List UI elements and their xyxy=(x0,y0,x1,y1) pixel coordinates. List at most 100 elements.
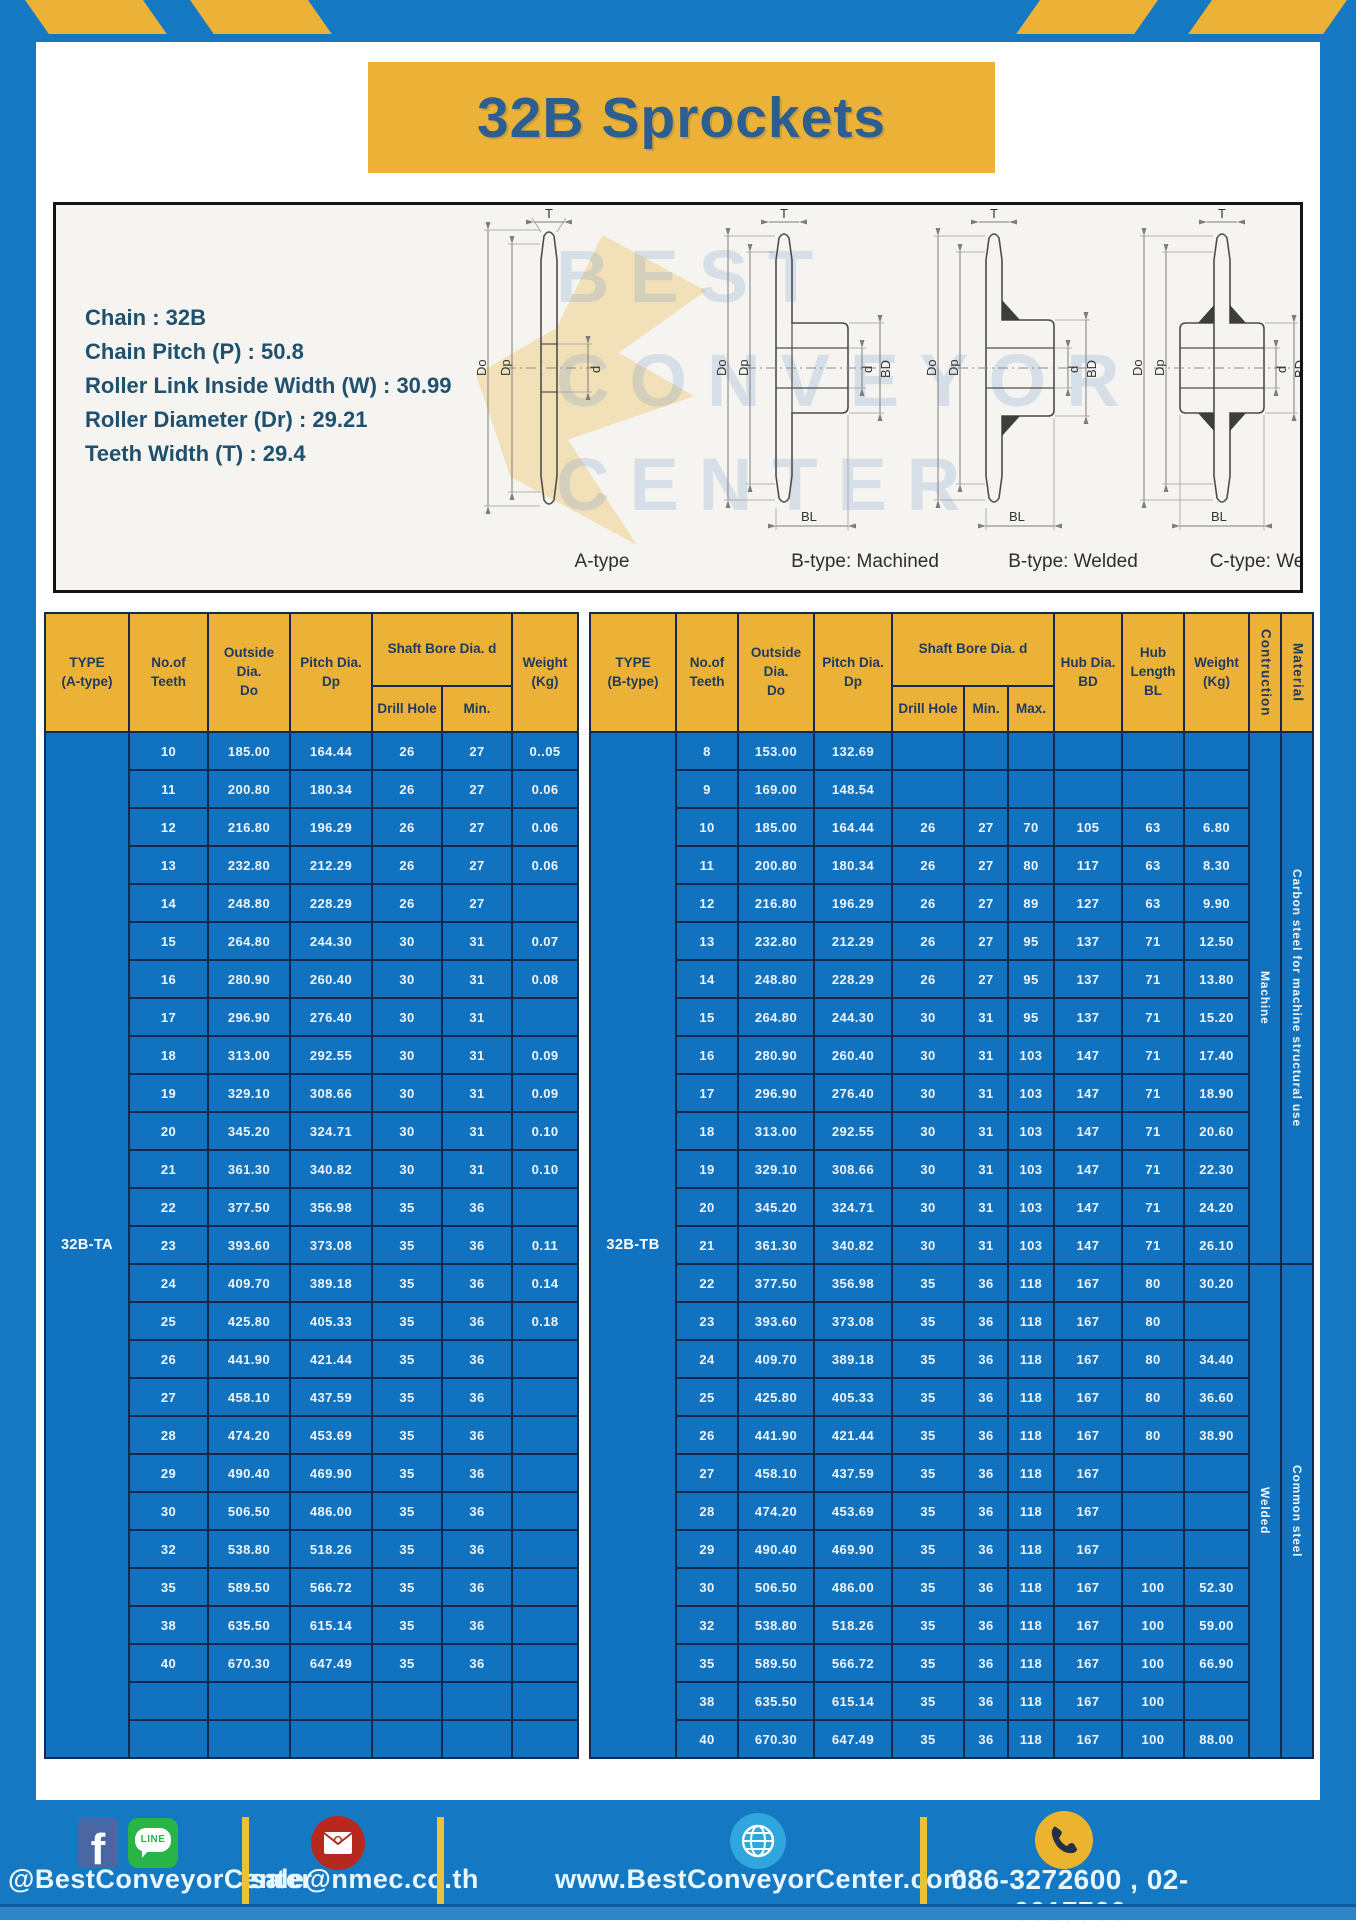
table-a-cell: 36 xyxy=(440,1225,514,1265)
table-b-cell: 30 xyxy=(891,1073,965,1113)
table-b-cell: 17.40 xyxy=(1183,1035,1250,1075)
table-b-cell: 14 xyxy=(675,959,739,999)
table-b-cell xyxy=(1183,769,1250,809)
table-a-cell: 340.82 xyxy=(289,1149,373,1189)
table-b-cell: 38.90 xyxy=(1183,1415,1250,1455)
table-b-cell: 20 xyxy=(675,1187,739,1227)
table-b-cell: 28 xyxy=(675,1491,739,1531)
table-b-cell xyxy=(1183,1301,1250,1341)
table-b-cell: 35 xyxy=(675,1643,739,1683)
table-b-cell: 36 xyxy=(963,1605,1009,1645)
table-b-cell xyxy=(1053,769,1123,809)
phone-icon xyxy=(1035,1811,1093,1869)
table-a-cell: 244.30 xyxy=(289,921,373,961)
dim-label-bd: BD xyxy=(878,360,893,378)
table-b-cell: 35 xyxy=(891,1301,965,1341)
table-a-cell: 296.90 xyxy=(207,997,291,1037)
table-b-cell: 248.80 xyxy=(737,959,815,999)
table-b-cell: 232.80 xyxy=(737,921,815,961)
table-a-cell: 17 xyxy=(128,997,209,1037)
social-handle: @BestConveyorCenter xyxy=(8,1864,313,1894)
table-a-cell xyxy=(511,1605,580,1645)
table-b-cell xyxy=(1121,731,1185,771)
table-a-cell: 25 xyxy=(128,1301,209,1341)
table-b-cell: 100 xyxy=(1121,1605,1185,1645)
table-a-cell: 0.14 xyxy=(511,1263,580,1303)
table-b-cell: 167 xyxy=(1053,1263,1123,1303)
table-a-cell xyxy=(289,1719,373,1759)
table-b-cell: 100 xyxy=(1121,1643,1185,1683)
table-b-cell: 35 xyxy=(891,1567,965,1607)
table-a-cell: 31 xyxy=(440,1035,514,1075)
table-b-header-type: TYPE (B-type) xyxy=(589,612,677,733)
type-a-label: 32B-TA xyxy=(44,731,130,1759)
table-a-cell: 32 xyxy=(128,1529,209,1569)
table-a-cell xyxy=(207,1681,291,1721)
table-b-cell: 118 xyxy=(1007,1681,1055,1721)
table-b-cell: 30.20 xyxy=(1183,1263,1250,1303)
table-a-cell: 35 xyxy=(371,1415,443,1455)
dim-label-do: Do xyxy=(924,359,939,376)
table-b-cell: 324.71 xyxy=(813,1187,893,1227)
table-b-cell: 40 xyxy=(675,1719,739,1759)
spec-line: Roller Link Inside Width (W) : 30.99 xyxy=(85,373,452,398)
table-b-cell: 458.10 xyxy=(737,1453,815,1493)
table-a-cell xyxy=(511,1187,580,1227)
table-a-cell: 36 xyxy=(440,1491,514,1531)
table-b-cell: 167 xyxy=(1053,1453,1123,1493)
table-b-cell: 26.10 xyxy=(1183,1225,1250,1265)
table-a-cell xyxy=(128,1719,209,1759)
table-b-cell xyxy=(963,731,1009,771)
table-a-header-pitch: Pitch Dia. Dp xyxy=(289,612,373,733)
table-b-cell: 26 xyxy=(891,883,965,923)
table-b-cell: 59.00 xyxy=(1183,1605,1250,1645)
table-b-cell: 31 xyxy=(963,1187,1009,1227)
email-text: sale@nmec.co.th xyxy=(250,1864,479,1894)
table-b-row: 30 506.50 486.00 35 36 118 167 100 52.30 xyxy=(590,1567,1313,1607)
dim-label-bl: BL xyxy=(801,509,817,524)
table-a-cell xyxy=(440,1719,514,1759)
hazard-stripe-top-left-2 xyxy=(190,0,332,34)
table-b-cell: 30 xyxy=(891,1149,965,1189)
table-a-cell: 30 xyxy=(371,997,443,1037)
table-b-cell: 167 xyxy=(1053,1339,1123,1379)
table-a-cell xyxy=(128,1681,209,1721)
footer-divider xyxy=(242,1817,249,1905)
table-a-cell: 30 xyxy=(371,1035,443,1075)
table-b-row: 20 345.20 324.71 30 31 103 147 71 24.20 xyxy=(590,1187,1313,1227)
table-a-cell: 36 xyxy=(440,1453,514,1493)
table-b-cell: 118 xyxy=(1007,1643,1055,1683)
table-a-row: 18 313.00 292.55 30 31 0.09 xyxy=(45,1035,580,1075)
table-a-cell: 0.06 xyxy=(511,845,580,885)
page-title-box: 32B Sprockets xyxy=(368,62,995,173)
table-b-cell: 36 xyxy=(963,1263,1009,1303)
table-a-cell: 30 xyxy=(371,1073,443,1113)
table-a-cell: 30 xyxy=(371,1111,443,1151)
dim-label-d: d xyxy=(1066,366,1081,373)
table-b-row: 9 169.00 148.54 xyxy=(590,769,1313,809)
table-b-cell: 103 xyxy=(1007,1111,1055,1151)
table-b-cell: 164.44 xyxy=(813,807,893,847)
table-b-cell: 118 xyxy=(1007,1491,1055,1531)
table-a-cell: 30 xyxy=(371,959,443,999)
page-title: 32B Sprockets xyxy=(476,85,887,150)
hazard-stripe-top-right-2 xyxy=(1188,0,1347,34)
table-b-cell: 486.00 xyxy=(813,1567,893,1607)
table-b-cell: 280.90 xyxy=(737,1035,815,1075)
table-b-cell: 32 xyxy=(675,1605,739,1645)
table-a-cell: 30 xyxy=(371,921,443,961)
table-b-cell xyxy=(1183,1453,1250,1493)
table-a-cell: 490.40 xyxy=(207,1453,291,1493)
line-bubble-tail xyxy=(142,1850,149,1858)
table-b-cell: 71 xyxy=(1121,959,1185,999)
table-a-row: 12 216.80 196.29 26 27 0.06 xyxy=(45,807,580,847)
table-b-cell: 474.20 xyxy=(737,1491,815,1531)
table-a-row: 26 441.90 421.44 35 36 xyxy=(45,1339,580,1379)
table-b-header-hub-len: Hub Length BL xyxy=(1121,612,1185,733)
table-a-row: 17 296.90 276.40 30 31 xyxy=(45,997,580,1037)
table-b-cell: 36 xyxy=(963,1377,1009,1417)
table-b-cell: 340.82 xyxy=(813,1225,893,1265)
dim-label-bl: BL xyxy=(1009,509,1025,524)
table-b-cell: 100 xyxy=(1121,1681,1185,1721)
table-b-cell: 31 xyxy=(963,1149,1009,1189)
